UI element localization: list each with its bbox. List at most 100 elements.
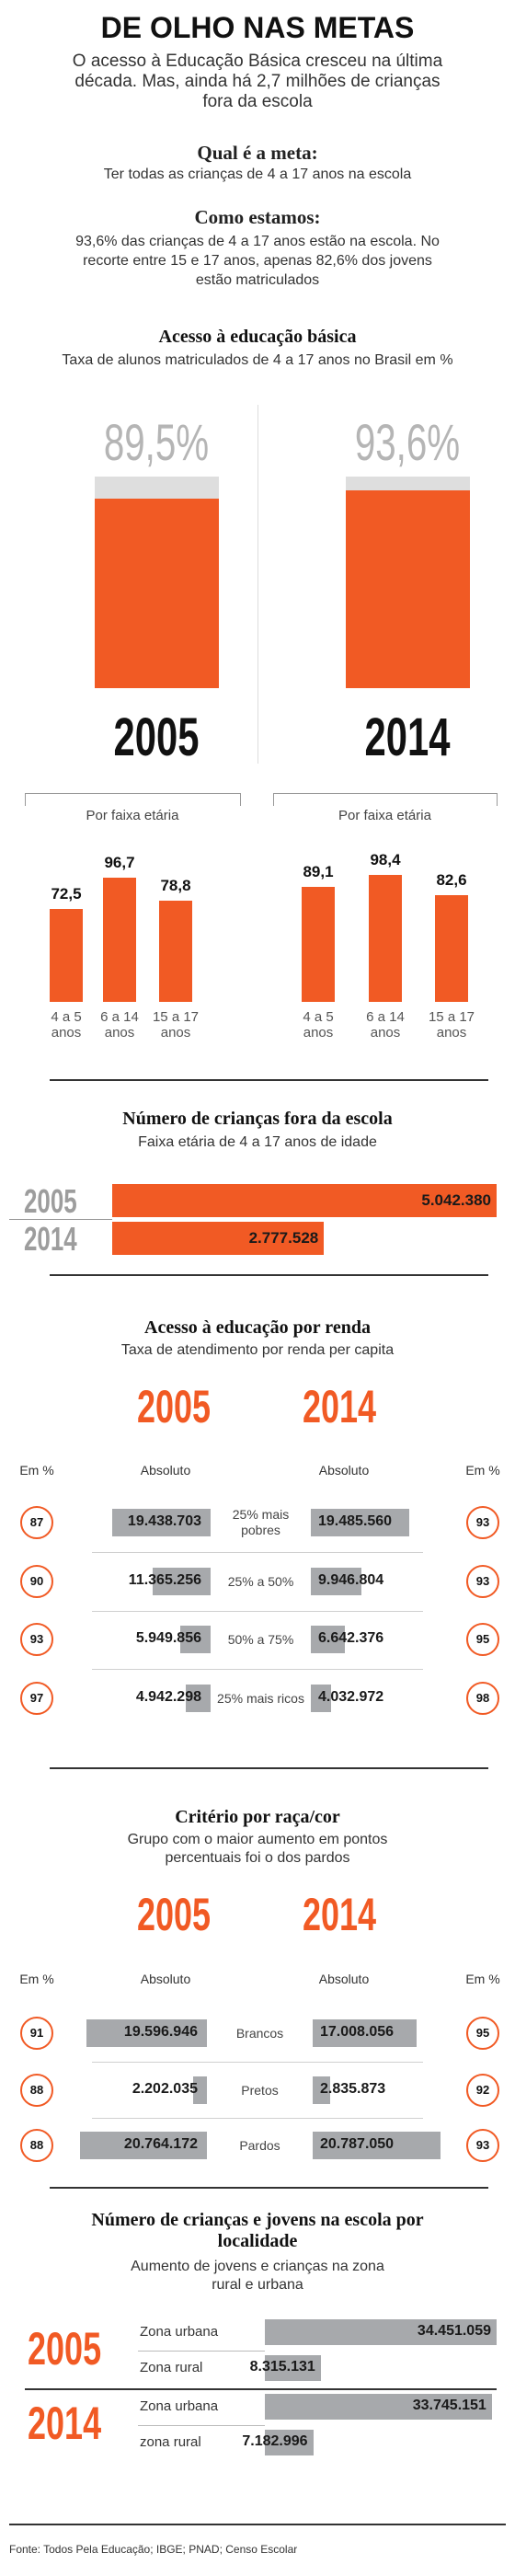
bar — [313, 2132, 441, 2159]
value-label: 20.787.050 — [320, 2136, 395, 2152]
category-label: 4 a 5 anos — [51, 1009, 82, 1041]
source: Fonte: Todos Pela Educação; IBGE; PNAD; … — [9, 2543, 298, 2556]
category-label: Zona rural — [140, 2360, 203, 2375]
bar — [185, 1685, 211, 1712]
divider — [92, 2118, 423, 2119]
category-label: Brancos — [235, 2025, 284, 2041]
divider — [25, 793, 240, 794]
column-header: Em % — [465, 1463, 500, 1478]
category-label: 25% a 50% — [227, 1573, 294, 1589]
bar — [112, 1222, 325, 1255]
value-label: 89,1 — [303, 863, 334, 881]
column-header: Absoluto — [318, 1463, 370, 1478]
value-label: 78,8 — [160, 876, 191, 894]
bar — [369, 875, 402, 1002]
category-label: Pardos — [239, 2137, 280, 2153]
goal-text: Ter todas as crianças de 4 a 17 anos na … — [103, 167, 412, 182]
chart-subtitle: Taxa de atendimento por renda per capita — [120, 1342, 395, 1358]
value-label: 4.032.972 — [318, 1689, 384, 1705]
column-header: Absoluto — [318, 1972, 370, 1986]
year-label: 2014 — [302, 1889, 377, 1940]
value-label: 98,4 — [370, 851, 401, 869]
column-header: Em % — [465, 1972, 500, 1986]
category-label: 25% mais pobres — [232, 1507, 290, 1537]
percent-label: 88 — [29, 2083, 44, 2097]
value-label: 34.451.059 — [417, 2323, 491, 2339]
column-header: Absoluto — [140, 1463, 191, 1478]
divider — [138, 2424, 265, 2426]
value-label: 8.315.131 — [249, 2359, 315, 2375]
percent-circle — [20, 1682, 53, 1715]
divider — [497, 793, 498, 806]
value-label: 2.202.035 — [132, 2081, 198, 2097]
chart-title: Acesso à educação por renda — [144, 1317, 371, 1338]
bar — [311, 1626, 345, 1653]
bar — [180, 1626, 211, 1653]
value-label: 4.942.298 — [135, 1689, 201, 1705]
year-label: 2014 — [364, 707, 451, 767]
column-header: Em % — [19, 1972, 54, 1986]
year-label: 2005 — [113, 707, 200, 767]
bar — [79, 2132, 207, 2159]
percent-label: 87 — [29, 1515, 44, 1529]
divider — [25, 793, 26, 806]
bar — [311, 1568, 361, 1595]
bracket-label: Por faixa etária — [338, 808, 431, 823]
percent-label: 90 — [29, 1574, 44, 1588]
value-label: 93,6% — [354, 413, 461, 471]
bar — [265, 2394, 492, 2420]
bar — [103, 877, 136, 1002]
percent-label: 88 — [29, 2138, 44, 2152]
value-label: 5.949.856 — [135, 1630, 201, 1646]
value-label: 33.745.151 — [412, 2398, 486, 2413]
percent-label: 92 — [475, 2083, 490, 2097]
chart-subtitle: Taxa de alunos matriculados de 4 a 17 an… — [62, 352, 453, 368]
percent-circle — [20, 2129, 53, 2162]
divider — [273, 793, 274, 806]
category-label: 4 a 5 anos — [303, 1009, 334, 1041]
value-label: 20.764.172 — [123, 2136, 198, 2152]
value-label: 6.642.376 — [318, 1630, 384, 1646]
divider — [92, 2062, 423, 2063]
divider — [273, 793, 497, 794]
year-label: 2014 — [28, 2398, 102, 2449]
divider — [9, 2524, 506, 2525]
percent-circle — [466, 1623, 499, 1656]
bar — [94, 499, 219, 688]
divider — [240, 793, 241, 806]
value-label: 7.182.996 — [242, 2433, 308, 2449]
percent-label: 95 — [475, 1632, 490, 1646]
divider — [50, 2187, 488, 2189]
percent-circle — [466, 1682, 499, 1715]
bar — [112, 1509, 211, 1536]
percent-circle — [20, 2017, 53, 2050]
value-label: 96,7 — [104, 853, 135, 871]
percent-circle — [466, 2129, 499, 2162]
bar — [313, 2019, 418, 2047]
bar — [112, 1184, 497, 1217]
category-label: 25% mais ricos — [217, 1690, 304, 1706]
category-label: Zona urbana — [140, 2324, 219, 2340]
value-label: 19.438.703 — [127, 1513, 201, 1529]
bar — [265, 2355, 321, 2381]
bar — [153, 1568, 211, 1595]
bar — [265, 2430, 314, 2455]
percent-label: 95 — [475, 2026, 490, 2040]
page-subtitle: O acesso à Educação Básica cresceu na úl… — [72, 52, 443, 111]
percent-label: 93 — [475, 1574, 490, 1588]
percent-circle — [466, 2017, 499, 2050]
percent-label: 93 — [29, 1632, 44, 1646]
chart-subtitle: Faixa etária de 4 a 17 anos de idade — [138, 1134, 377, 1150]
value-label: 11.365.256 — [128, 1572, 201, 1588]
bar — [345, 489, 470, 688]
chart-subtitle: Grupo com o maior aumento em pontos perc… — [127, 1832, 388, 1866]
year-label: 2005 — [136, 1381, 212, 1432]
percent-circle — [20, 1565, 53, 1598]
bracket-label: Por faixa etária — [86, 808, 179, 823]
year-label: 2005 — [136, 1889, 212, 1940]
column-header: Em % — [19, 1463, 54, 1478]
divider — [92, 1669, 423, 1670]
chart-title: Número de crianças e jovens na escola po… — [91, 2210, 424, 2251]
bar — [265, 2319, 497, 2345]
